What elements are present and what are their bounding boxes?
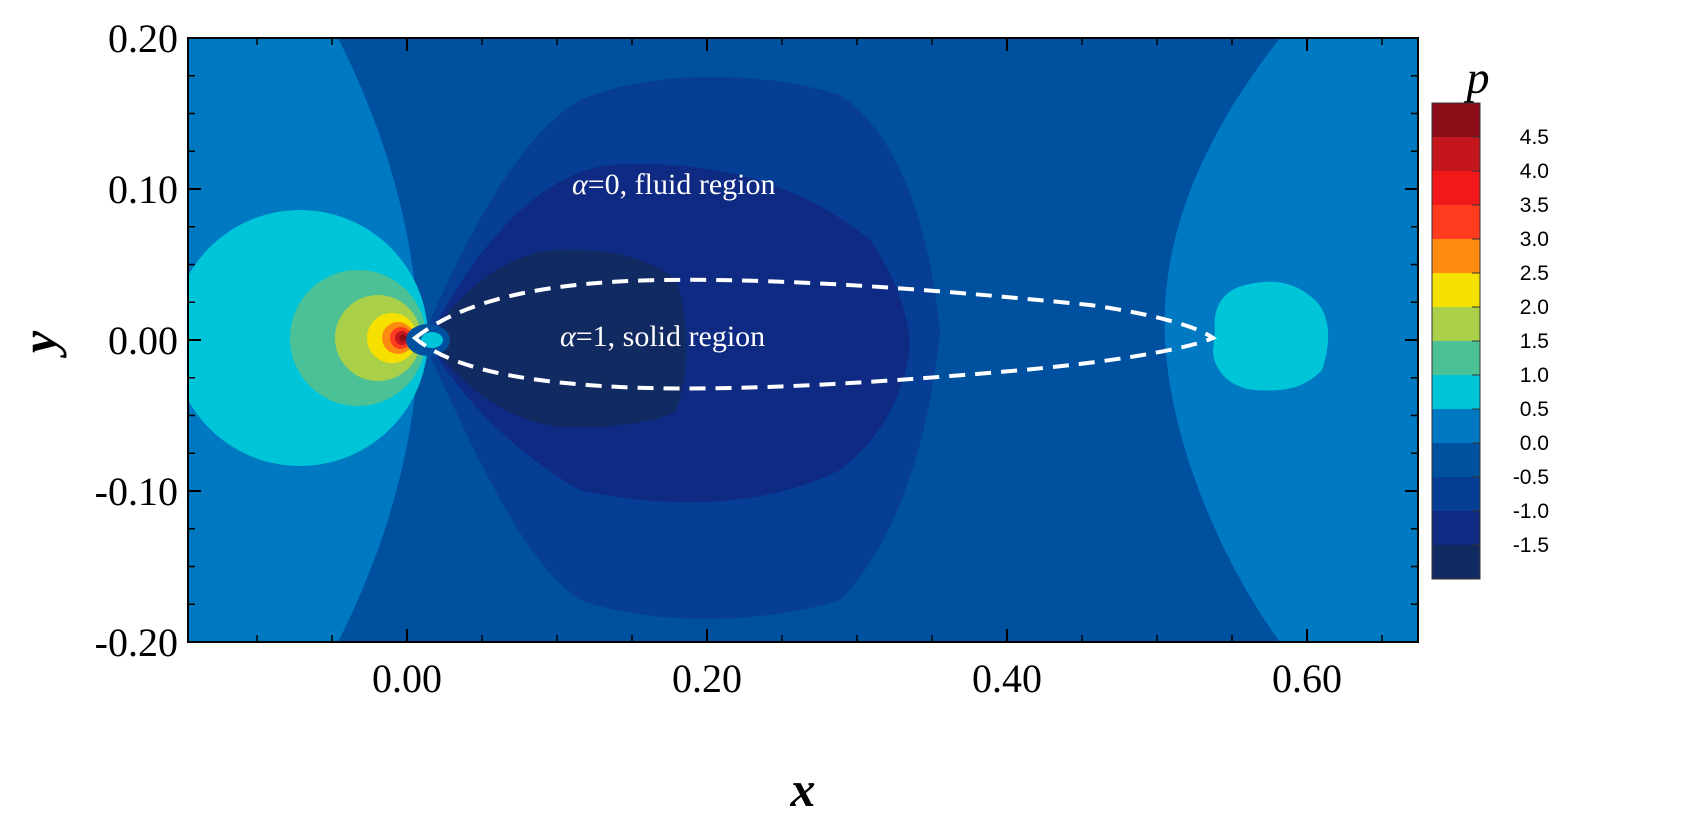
x-tick-label: 0.00 xyxy=(372,656,442,701)
colorbar-label: 1.5 xyxy=(1520,330,1549,353)
x-tick-label: 0.40 xyxy=(972,656,1042,701)
colorbar-swatch xyxy=(1432,205,1480,240)
contour-band--1.5 xyxy=(432,249,687,428)
annotation-fluid-text: =0, fluid region xyxy=(588,168,776,201)
y-tick-label: 0.00 xyxy=(108,318,178,363)
contour-band-1.0-trailing xyxy=(1213,281,1329,391)
colorbar-label: 3.0 xyxy=(1520,228,1549,251)
solid-body-outline xyxy=(411,277,1217,391)
y-tick-labels: 0.20 0.10 0.00 -0.10 -0.20 xyxy=(95,16,178,665)
axis-ticks xyxy=(188,37,1418,643)
colorbar-swatch xyxy=(1432,477,1480,512)
annotation-solid-text: =1, solid region xyxy=(576,320,765,353)
colorbar-swatch xyxy=(1432,137,1480,172)
x-axis-title: x xyxy=(790,761,816,813)
annotation-solid-region: α=1, solid region xyxy=(560,320,765,353)
colorbar-label: 1.0 xyxy=(1520,364,1549,387)
colorbar-swatch xyxy=(1432,443,1480,478)
colorbar-label: 4.0 xyxy=(1520,160,1549,183)
contour-field xyxy=(188,38,1418,642)
colorbar-swatch xyxy=(1432,273,1480,308)
colorbar-title: p xyxy=(1464,52,1490,103)
colorbar-label: 3.5 xyxy=(1520,194,1549,217)
colorbar-swatch xyxy=(1432,409,1480,444)
x-tick-label: 0.60 xyxy=(1272,656,1342,701)
contour-band-leading-edge-lower xyxy=(421,332,443,348)
annotation-fluid-region: α=0, fluid region xyxy=(572,168,775,201)
colorbar-label: 4.5 xyxy=(1520,126,1549,149)
colorbar-label: -1.0 xyxy=(1513,500,1549,523)
colorbar-label: 0.0 xyxy=(1520,432,1549,455)
colorbar-label: 2.0 xyxy=(1520,296,1549,319)
colorbar-label: 2.5 xyxy=(1520,262,1549,285)
colorbar-label: -1.5 xyxy=(1513,534,1549,557)
annotation-solid-symbol: α xyxy=(560,320,577,353)
y-tick-label: 0.20 xyxy=(108,16,178,61)
y-tick-label: -0.20 xyxy=(95,620,178,665)
colorbar-swatch xyxy=(1432,341,1480,376)
y-tick-label: 0.10 xyxy=(108,167,178,212)
colorbar-swatch xyxy=(1432,171,1480,206)
colorbar: 4.5 4.0 3.5 3.0 2.5 2.0 1.5 1.0 0.5 0.0 -0.5 -1.0 -1… xyxy=(1431,102,1549,580)
colorbar-swatch xyxy=(1432,103,1480,138)
contour-band-4.5 xyxy=(399,334,407,342)
colorbar-label: -0.5 xyxy=(1513,466,1549,489)
colorbar-label: 0.5 xyxy=(1520,398,1549,421)
colorbar-swatch xyxy=(1432,307,1480,342)
x-tick-label: 0.20 xyxy=(672,656,742,701)
colorbar-swatch xyxy=(1432,239,1480,274)
colorbar-swatch xyxy=(1432,545,1480,580)
annotation-fluid-symbol: α xyxy=(572,168,589,201)
y-tick-label: -0.10 xyxy=(95,469,178,514)
colorbar-swatch xyxy=(1432,511,1480,546)
colorbar-swatch xyxy=(1432,375,1480,410)
x-tick-labels: 0.00 0.20 0.40 0.60 xyxy=(372,656,1342,701)
y-axis-title: y xyxy=(11,330,67,358)
